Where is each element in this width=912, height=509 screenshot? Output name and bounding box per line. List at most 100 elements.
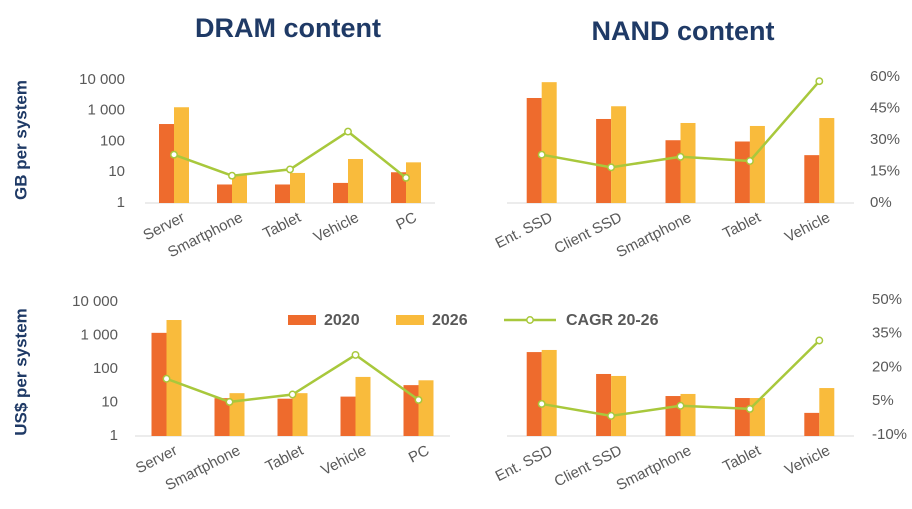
bar: [229, 393, 245, 436]
x-tick-label: Tablet: [260, 209, 304, 243]
legend-label: CAGR 20-26: [566, 312, 659, 329]
x-tick-label: Client SSD: [552, 442, 625, 491]
x-tick-label: Vehicle: [782, 209, 833, 246]
bar: [596, 118, 612, 203]
bar: [734, 141, 750, 203]
bar: [804, 412, 820, 436]
y2-tick-label: 5%: [872, 392, 894, 409]
bar: [665, 140, 681, 203]
y-axis-label: US$ per system: [11, 308, 30, 436]
cagr-marker: [676, 152, 685, 161]
bar: [333, 182, 348, 203]
y-tick-label: 100: [100, 132, 125, 149]
y-axis-label: GB per system: [11, 80, 30, 200]
bar: [151, 332, 167, 436]
cagr-marker: [344, 127, 352, 136]
cagr-marker: [351, 350, 360, 359]
cagr-marker: [815, 77, 824, 86]
y-tick-label: 10 000: [72, 293, 118, 310]
bar: [217, 184, 232, 203]
y-tick-label: 100: [93, 360, 118, 377]
bar: [232, 175, 247, 203]
cagr-marker: [414, 395, 423, 404]
bar: [348, 158, 363, 203]
bar: [541, 349, 557, 436]
y-tick-label: 1: [110, 427, 118, 444]
bar: [292, 393, 308, 436]
bar: [611, 375, 627, 436]
bar: [406, 162, 421, 203]
bar: [665, 396, 681, 436]
bar: [290, 172, 305, 203]
cagr-marker: [607, 163, 616, 172]
bar: [355, 376, 371, 436]
x-tick-label: Client SSD: [552, 209, 625, 258]
x-tick-label: PC: [393, 209, 419, 234]
bar: [804, 155, 820, 203]
x-tick-label: Smartphone: [614, 209, 695, 261]
legend-swatch: [396, 315, 424, 325]
legend-label: 2026: [432, 312, 468, 329]
cagr-marker: [745, 157, 754, 165]
chart-title: DRAM content: [195, 13, 381, 43]
y-tick-label: 1 000: [87, 102, 125, 119]
cagr-marker: [228, 171, 236, 180]
y2-tick-label: 0%: [870, 194, 892, 211]
legend-label: 2020: [324, 312, 360, 329]
cagr-marker: [537, 150, 546, 159]
x-tick-label: Vehicle: [318, 442, 369, 479]
bar: [418, 380, 434, 436]
x-tick-label: Tablet: [263, 442, 307, 476]
y2-tick-label: 45%: [870, 99, 900, 116]
bar: [596, 373, 612, 436]
bar: [819, 118, 835, 203]
legend-swatch: [526, 316, 534, 324]
x-tick-label: PC: [406, 442, 432, 467]
bar: [749, 398, 765, 436]
x-tick-label: Ent. SSD: [493, 442, 556, 485]
cagr-marker: [286, 165, 294, 174]
y-tick-label: 10: [108, 163, 125, 180]
bar: [277, 398, 293, 436]
chart-title: NAND content: [592, 16, 775, 46]
y2-tick-label: 20%: [872, 358, 902, 375]
bar: [174, 107, 189, 203]
bar: [526, 352, 542, 436]
y-tick-label: 10: [101, 393, 118, 410]
cagr-marker: [607, 411, 616, 420]
x-tick-label: Tablet: [720, 209, 764, 243]
x-tick-label: Vehicle: [782, 442, 833, 479]
cagr-marker: [288, 390, 297, 399]
bar: [611, 106, 627, 203]
bar: [275, 184, 290, 203]
bar: [680, 122, 696, 203]
bar: [680, 393, 696, 436]
cagr-marker: [402, 173, 410, 182]
bar: [819, 388, 835, 436]
cagr-marker: [537, 400, 546, 408]
bar: [214, 398, 230, 436]
legend-swatch: [288, 315, 316, 325]
bar: [340, 396, 356, 436]
y-tick-label: 1 000: [80, 326, 118, 343]
bar: [526, 97, 542, 203]
cagr-marker: [815, 336, 824, 345]
bar: [749, 125, 765, 203]
bar: [403, 385, 419, 436]
cagr-marker: [225, 397, 234, 406]
cagr-marker: [162, 374, 171, 383]
y-tick-label: 10 000: [79, 71, 125, 88]
bar: [541, 82, 557, 203]
bar: [159, 124, 174, 203]
cagr-marker: [170, 150, 178, 159]
x-tick-label: Ent. SSD: [493, 209, 556, 252]
x-tick-label: Smartphone: [614, 442, 695, 494]
bar: [734, 398, 750, 436]
bar: [166, 320, 182, 436]
y2-tick-label: 15%: [870, 162, 900, 179]
x-tick-label: Server: [133, 442, 180, 477]
cagr-marker: [745, 404, 754, 413]
x-tick-label: Tablet: [720, 442, 764, 476]
cagr-marker: [676, 401, 685, 410]
